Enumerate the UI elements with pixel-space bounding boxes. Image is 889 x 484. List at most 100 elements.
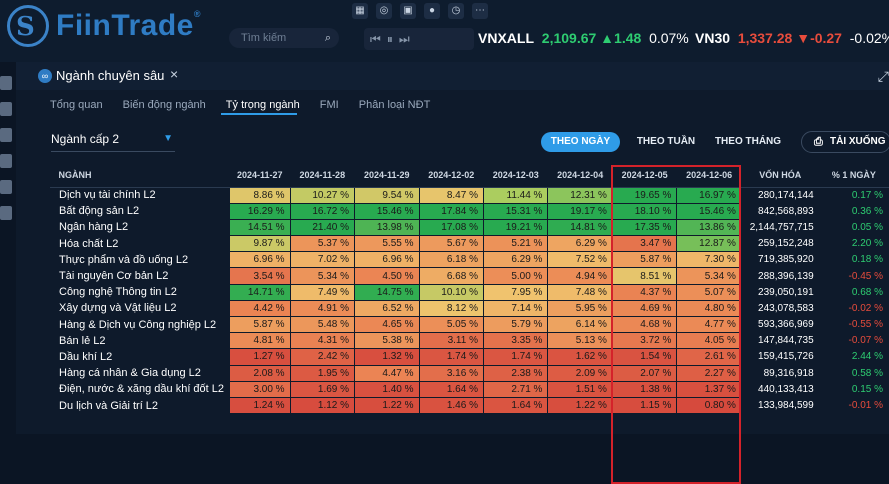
weight-cell: 3.00 % xyxy=(229,380,291,398)
weight-cell: 3.35 % xyxy=(482,332,549,350)
grid-icon[interactable]: ▦ xyxy=(352,3,368,19)
weight-cell: 6.52 % xyxy=(354,299,420,318)
weight-cell: 5.79 % xyxy=(482,315,549,334)
column-header-date[interactable]: 2024-12-02 xyxy=(419,163,484,188)
arrow-up-icon: ▲ xyxy=(600,30,615,46)
table-row[interactable]: Thực phẩm và đồ uống L2 6.96 % 7.02 % 6.96 … xyxy=(49,251,889,269)
industry-name[interactable]: Thực phẩm và đồ uống L2 xyxy=(49,251,231,269)
mode-monthly-button[interactable]: THEO THÁNG xyxy=(714,136,782,147)
industry-name[interactable]: Dịch vụ tài chính L2 xyxy=(49,186,231,204)
skip-back-icon[interactable]: ⏮ xyxy=(370,31,381,46)
weight-cell: 6.29 % xyxy=(547,235,613,253)
weight-cell: 4.42 % xyxy=(229,299,291,318)
table-row[interactable]: Hàng & Dịch vụ Công nghiệp L2 5.87 % 5.48 … xyxy=(49,315,889,334)
column-header-1d-change[interactable]: % 1 NGÀY xyxy=(819,163,889,188)
tab-overview[interactable]: Tổng quan xyxy=(50,99,103,111)
industry-name[interactable]: Dầu khí L2 xyxy=(49,348,231,366)
download-button[interactable]: ⎙ TẢI XUỐNG xyxy=(801,131,889,153)
change-cell: -0.01 % xyxy=(818,396,889,415)
table-row[interactable]: Dầu khí L2 1.27 % 2.42 % 1.32 % 1.74 % 1.74 %… xyxy=(49,348,889,366)
gift-icon[interactable]: ▣ xyxy=(400,3,416,19)
weight-cell: 5.21 % xyxy=(482,235,549,253)
industry-name[interactable]: Hàng cá nhân & Gia dụng L2 xyxy=(49,364,231,382)
table-row[interactable]: Công nghệ Thông tin L2 14.71 % 7.49 % 14.75… xyxy=(49,283,889,301)
column-header-date[interactable]: 2024-11-28 xyxy=(290,163,355,188)
weight-cell: 6.96 % xyxy=(354,251,420,269)
weight-cell: 14.51 % xyxy=(229,218,291,237)
top-bar: S FiinTrade® ▦ ◎ ▣ ● ◷ ⋯ Tìm kiếm ⌕ ⏮ ⏸ … xyxy=(0,0,889,62)
tab-fmi[interactable]: FMI xyxy=(319,99,339,111)
table-row[interactable]: Hóa chất L2 9.87 % 5.37 % 5.55 % 5.67 % 5.21 … xyxy=(49,235,889,253)
refresh-icon[interactable] xyxy=(0,154,12,168)
column-header-market-cap[interactable]: VỐN HÓA xyxy=(741,163,820,188)
market-cap-cell: 280,174,144 xyxy=(740,186,820,204)
industry-name[interactable]: Hàng & Dịch vụ Công nghiệp L2 xyxy=(49,315,231,334)
table-row[interactable]: Dịch vụ tài chính L2 8.86 % 10.27 % 9.54 % 8… xyxy=(49,186,889,204)
skip-forward-icon[interactable]: ⏭ xyxy=(398,31,410,46)
table-row[interactable]: Bất động sản L2 16.29 % 16.72 % 15.46 % 17.8… xyxy=(49,202,889,220)
mode-daily-button[interactable]: THEO NGÀY xyxy=(541,132,620,152)
tab-investor-classification[interactable]: Phân loại NĐT xyxy=(358,99,431,111)
industry-name[interactable]: Ngân hàng L2 xyxy=(49,218,231,237)
weight-cell: 5.67 % xyxy=(418,235,484,253)
column-header-date[interactable]: 2024-11-29 xyxy=(354,163,420,188)
table-row[interactable]: Bán lẻ L2 4.81 % 4.31 % 5.38 % 3.11 % 3.35 % 5… xyxy=(49,332,889,350)
column-header-industry[interactable]: NGÀNH xyxy=(50,163,230,188)
monitor-icon[interactable] xyxy=(0,76,12,90)
industry-name[interactable]: Hóa chất L2 xyxy=(49,235,231,253)
brand-logo[interactable]: FiinTrade® xyxy=(56,9,201,42)
weight-cell: 19.65 % xyxy=(611,186,678,204)
column-header-date[interactable]: 2024-12-03 xyxy=(483,163,548,188)
link-icon[interactable]: ∞ xyxy=(38,69,52,83)
market-cap-cell: 719,385,920 xyxy=(740,251,820,269)
save-icon[interactable] xyxy=(0,128,12,142)
tab-industry-weight[interactable]: Tỷ trọng ngành xyxy=(225,99,300,111)
printer-icon[interactable] xyxy=(0,180,12,194)
weight-cell: 7.48 % xyxy=(547,283,613,301)
expand-icon[interactable]: ⤢ xyxy=(877,68,889,84)
index-vn30[interactable]: VN30 1,337.28 ▼-0.27 -0.02% xyxy=(695,30,889,46)
column-header-date[interactable]: 2024-11-27 xyxy=(229,163,291,188)
weight-cell: 15.31 % xyxy=(482,202,549,220)
index-vnxall[interactable]: VNXALL 2,109.67 ▲1.48 0.07% xyxy=(478,30,689,46)
column-header-date[interactable]: 2024-12-06 xyxy=(676,163,742,188)
mode-weekly-button[interactable]: THEO TUẦN xyxy=(636,136,696,147)
market-cap-cell: 159,415,726 xyxy=(740,348,820,366)
table-row[interactable]: Tài nguyên Cơ bản L2 3.54 % 5.34 % 4.50 % 6.… xyxy=(49,267,889,285)
weight-cell: 8.51 % xyxy=(611,267,678,285)
industry-name[interactable]: Điện, nước & xăng dầu khí đốt L2 xyxy=(49,380,231,398)
table-row[interactable]: Hàng cá nhân & Gia dụng L2 2.08 % 1.95 % 4.… xyxy=(49,364,889,382)
industry-name[interactable]: Bán lẻ L2 xyxy=(49,332,231,350)
industry-level-select[interactable]: Ngành cấp 2 ▼ xyxy=(51,132,175,152)
weight-cell: 5.37 % xyxy=(289,235,356,253)
printer-icon: ⎙ xyxy=(814,136,823,148)
industry-name[interactable]: Tài nguyên Cơ bản L2 xyxy=(49,267,231,285)
fiintrade-logo-icon[interactable]: S xyxy=(7,5,49,47)
column-header-date[interactable]: 2024-12-05 xyxy=(612,163,677,188)
chart-search-icon[interactable]: ◎ xyxy=(376,3,392,19)
search-icon[interactable]: ⌕ xyxy=(324,32,331,44)
table-row[interactable]: Điện, nước & xăng dầu khí đốt L2 3.00 % 1.… xyxy=(49,380,889,398)
settings-icon[interactable] xyxy=(0,206,12,220)
video-icon[interactable] xyxy=(0,102,12,116)
industry-name[interactable]: Xây dựng và Vật liệu L2 xyxy=(49,299,231,318)
industry-name[interactable]: Bất động sản L2 xyxy=(49,202,231,220)
weight-cell: 1.95 % xyxy=(289,364,356,382)
globe-icon[interactable]: ● xyxy=(424,3,440,19)
weight-cell: 1.12 % xyxy=(289,396,356,415)
close-icon[interactable]: × xyxy=(170,66,179,82)
industry-name[interactable]: Công nghệ Thông tin L2 xyxy=(49,283,231,301)
column-header-date[interactable]: 2024-12-04 xyxy=(547,163,613,188)
weight-cell: 4.31 % xyxy=(289,332,356,350)
tab-industry-movement[interactable]: Biến động ngành xyxy=(122,99,206,111)
weight-cell: 3.47 % xyxy=(611,235,678,253)
table-row[interactable]: Ngân hàng L2 14.51 % 21.40 % 13.98 % 17.08 %… xyxy=(49,218,889,237)
table-row[interactable]: Du lịch và Giải trí L2 1.24 % 1.12 % 1.22 %… xyxy=(49,396,889,415)
more-icon[interactable]: ⋯ xyxy=(472,3,488,19)
industry-name[interactable]: Du lịch và Giải trí L2 xyxy=(49,396,231,415)
clock-icon[interactable]: ◷ xyxy=(448,3,464,19)
table-row[interactable]: Xây dựng và Vật liệu L2 4.42 % 4.91 % 6.52 … xyxy=(49,299,889,318)
search-input[interactable]: Tìm kiếm ⌕ xyxy=(229,28,339,48)
pause-icon[interactable]: ⏸ xyxy=(386,31,393,46)
change-cell: 0.05 % xyxy=(818,218,889,237)
